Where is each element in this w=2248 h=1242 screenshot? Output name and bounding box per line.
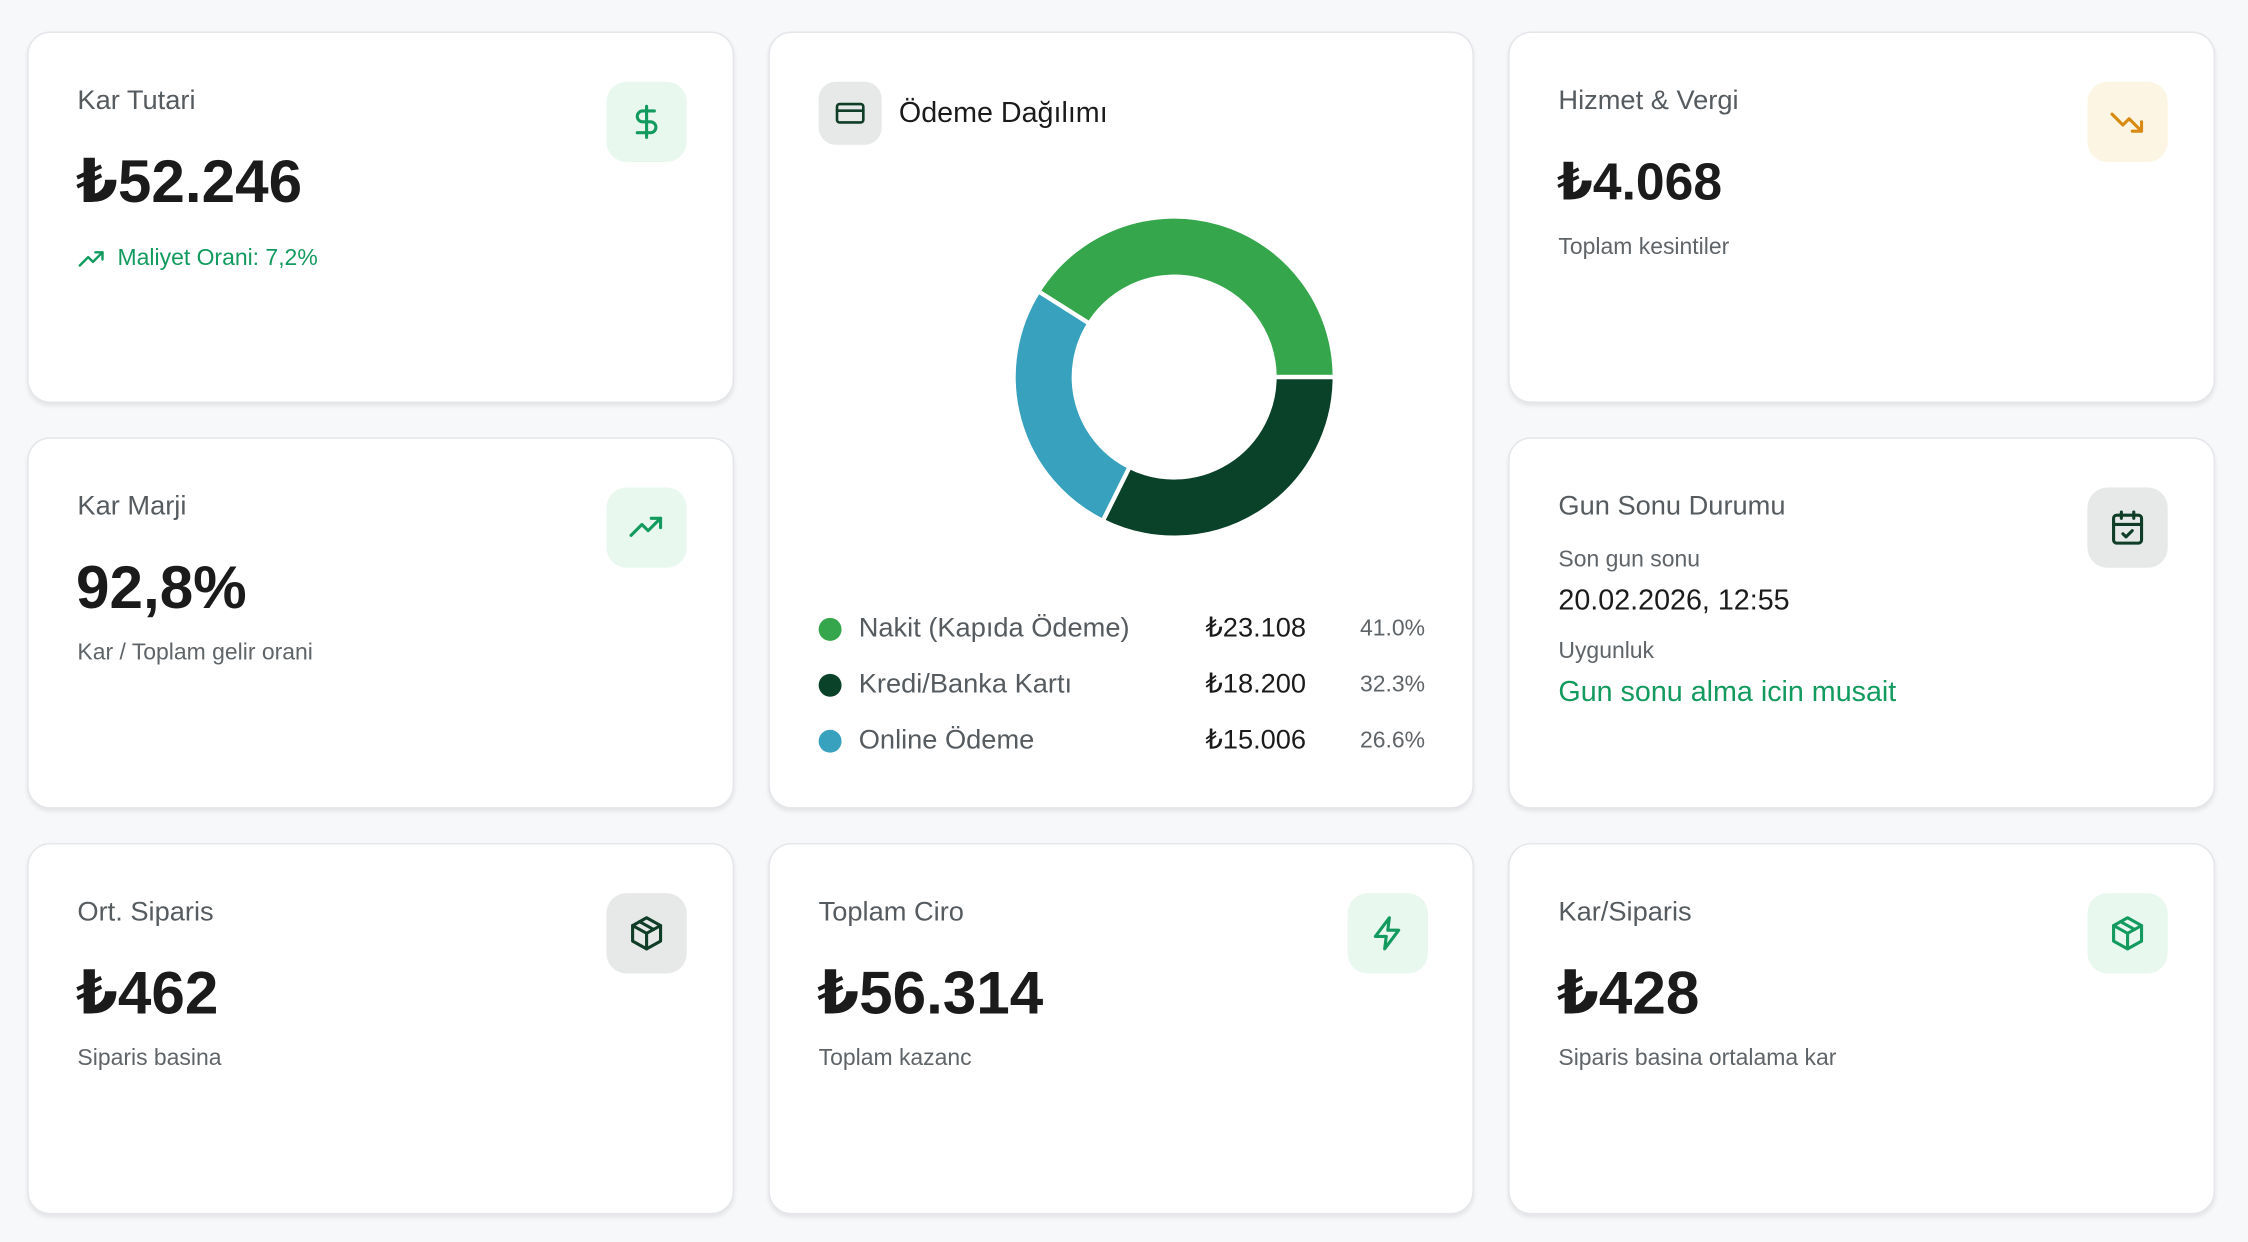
status-value: Gun sonu alma icin musait	[1558, 676, 1897, 709]
last-label: Son gun sonu	[1558, 547, 1700, 573]
card-icon	[818, 81, 882, 145]
legend-name: Online Ödeme	[859, 723, 1034, 754]
legend-amount: ₺15.006	[1205, 723, 1306, 754]
day-end-card: Gun Sonu Durumu Son gun sonu 20.02.2026,…	[1508, 437, 2216, 809]
card-icon	[2087, 893, 2168, 974]
card-icon	[2087, 81, 2168, 163]
card-icon	[606, 893, 687, 974]
card-icon	[2087, 487, 2168, 568]
payment-card: Ödeme Dağılımı Nakit (Kapıda Ödeme) ₺23.1…	[768, 31, 1474, 809]
card-value: ₺428	[1556, 959, 1700, 1027]
card-value: ₺56.314	[817, 959, 1044, 1027]
donut-segment	[1011, 288, 1133, 524]
last-value: 20.02.2026, 12:55	[1558, 584, 1790, 617]
card-note: Kar / Toplam gelir orani	[77, 640, 313, 666]
legend-amount: ₺23.108	[1205, 612, 1306, 643]
status-label: Uygunluk	[1558, 639, 1655, 664]
stat-card: Toplam Ciro ₺56.314 Toplam kazanc	[768, 842, 1474, 1215]
card-value: 92,8%	[75, 553, 247, 621]
legend-dot	[818, 617, 842, 641]
card-title: Kar/Siparis	[1558, 897, 1692, 928]
legend-name: Kredi/Banka Kartı	[859, 667, 1072, 698]
legend-dot	[818, 673, 842, 697]
card-note: Siparis basina	[77, 1046, 222, 1071]
legend-name: Nakit (Kapıda Ödeme)	[859, 612, 1130, 643]
payment-title: Ödeme Dağılımı	[898, 97, 1108, 130]
card-value: ₺462	[75, 959, 219, 1027]
donut-segment	[1099, 374, 1337, 540]
card-value: ₺4.068	[1556, 151, 1723, 211]
stat-card: Kar/Siparis ₺428 Siparis basina ortalama…	[1508, 842, 2216, 1215]
card-note: Toplam kesintiler	[1558, 235, 1730, 260]
card-note: Siparis basina ortalama kar	[1558, 1046, 1837, 1071]
legend-percent: 26.6%	[1360, 726, 1425, 752]
stat-card: Kar Marji 92,8% Kar / Toplam gelir orani	[27, 437, 735, 809]
card-title: Ort. Siparis	[77, 897, 214, 928]
stat-card: Ort. Siparis ₺462 Siparis basina	[27, 842, 735, 1215]
card-icon	[1347, 893, 1428, 974]
card-title: Hizmet & Vergi	[1558, 86, 1739, 117]
card-icon	[606, 487, 687, 568]
card-title: Kar Tutari	[77, 86, 196, 117]
card-title: Toplam Ciro	[818, 897, 964, 928]
card-title: Gun Sonu Durumu	[1558, 491, 1786, 522]
legend-percent: 41.0%	[1360, 614, 1425, 640]
stat-card: Hizmet & Vergi ₺4.068 Toplam kesintiler	[1508, 31, 2216, 403]
stat-card: Kar Tutari ₺52.246 Maliyet Orani: 7,2%	[27, 31, 735, 403]
legend-percent: 32.3%	[1360, 670, 1425, 696]
legend-amount: ₺18.200	[1205, 667, 1306, 698]
card-note: Maliyet Orani: 7,2%	[117, 246, 318, 271]
donut-chart: Nakit (Kapıda Ödeme) ₺23.108 41.0% Kredi/Ba…	[818, 214, 1425, 754]
card-value: ₺52.246	[75, 147, 303, 216]
card-note: Toplam kazanc	[818, 1046, 972, 1071]
legend-dot	[818, 729, 842, 753]
card-icon	[606, 81, 687, 163]
trend-icon	[78, 251, 104, 267]
card-title: Kar Marji	[77, 491, 187, 522]
donut-segment	[1035, 214, 1337, 380]
